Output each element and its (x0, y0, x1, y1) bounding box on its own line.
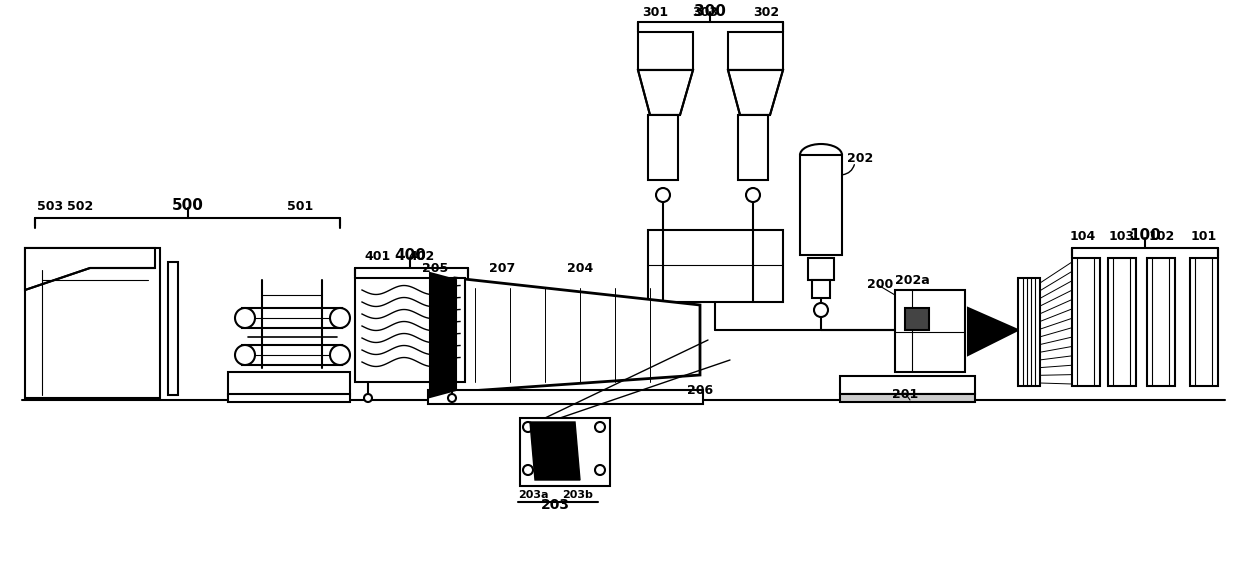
Bar (895, 290, 965, 372)
Polygon shape (25, 248, 155, 290)
Text: 101: 101 (1190, 229, 1218, 242)
Text: 203a: 203a (518, 490, 548, 500)
Bar (738, 115, 768, 180)
Bar (228, 394, 350, 402)
Text: 401: 401 (365, 249, 391, 263)
Polygon shape (430, 273, 456, 397)
Polygon shape (639, 70, 693, 115)
Polygon shape (728, 70, 782, 115)
Circle shape (523, 465, 533, 475)
Bar (25, 248, 160, 398)
Circle shape (330, 345, 350, 365)
Bar (228, 372, 350, 396)
Text: 303: 303 (692, 6, 718, 18)
Text: 103: 103 (1109, 229, 1135, 242)
Bar (1109, 258, 1136, 386)
Text: 503: 503 (37, 199, 63, 213)
Circle shape (523, 422, 533, 432)
Circle shape (365, 394, 372, 402)
Text: 402: 402 (409, 249, 435, 263)
Text: 207: 207 (489, 262, 515, 275)
Text: 203b: 203b (563, 490, 594, 500)
Bar (355, 278, 465, 382)
Circle shape (236, 345, 255, 365)
Bar (800, 155, 842, 255)
Bar (1018, 278, 1040, 386)
Text: 202: 202 (847, 151, 873, 165)
Circle shape (595, 465, 605, 475)
Text: 102: 102 (1149, 229, 1176, 242)
Text: 500: 500 (172, 199, 203, 214)
Circle shape (813, 303, 828, 317)
Text: 301: 301 (642, 6, 668, 18)
Circle shape (595, 422, 605, 432)
Bar (520, 418, 610, 486)
Text: 502: 502 (67, 199, 93, 213)
Bar (728, 32, 782, 70)
Circle shape (746, 188, 760, 202)
Bar (639, 32, 693, 70)
Bar (649, 230, 782, 302)
Text: 203: 203 (541, 498, 569, 512)
Bar (905, 308, 929, 330)
Text: 400: 400 (394, 248, 425, 263)
Text: 202a: 202a (894, 274, 929, 286)
Circle shape (236, 308, 255, 328)
Bar (242, 308, 342, 328)
Circle shape (330, 308, 350, 328)
Bar (1147, 258, 1176, 386)
Text: 100: 100 (1130, 229, 1161, 244)
Bar (808, 258, 835, 280)
Bar (1073, 258, 1100, 386)
Text: 501: 501 (286, 199, 314, 213)
Bar (242, 345, 342, 365)
Text: 302: 302 (753, 6, 779, 18)
Text: 201: 201 (892, 388, 918, 401)
Polygon shape (529, 422, 580, 480)
Bar (839, 376, 975, 394)
Text: 300: 300 (694, 5, 725, 20)
Bar (649, 115, 678, 180)
Bar (839, 394, 975, 402)
Bar (812, 280, 830, 298)
Text: 200: 200 (867, 279, 893, 291)
Text: 204: 204 (567, 262, 593, 275)
Bar (1190, 258, 1218, 386)
Circle shape (448, 394, 456, 402)
Text: 206: 206 (687, 384, 713, 396)
Circle shape (656, 188, 670, 202)
Polygon shape (455, 278, 701, 392)
Bar (167, 262, 179, 395)
Text: 205: 205 (422, 262, 448, 275)
Polygon shape (968, 308, 1018, 355)
Text: 104: 104 (1070, 229, 1096, 242)
Bar (428, 390, 703, 404)
